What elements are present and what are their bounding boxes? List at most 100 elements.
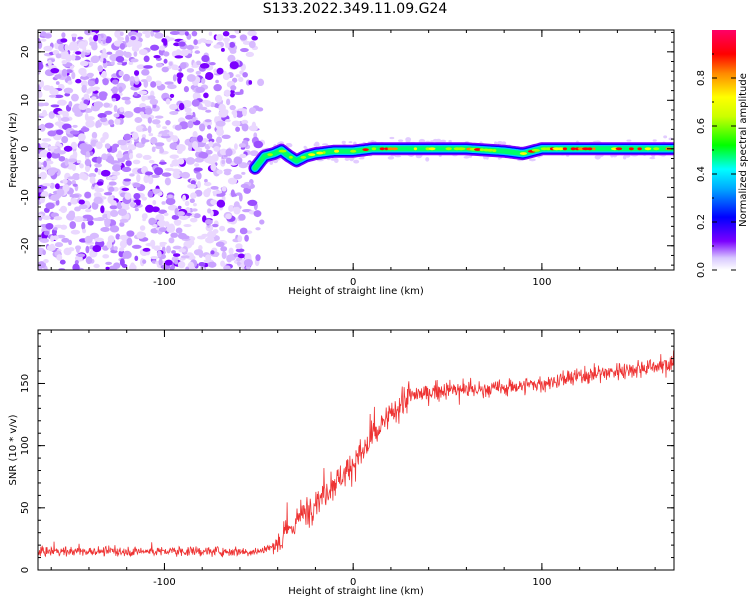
noise-blob — [170, 232, 179, 238]
noise-blob — [41, 190, 49, 198]
snr-ytick-label: 100 — [20, 436, 31, 455]
noise-blob — [199, 62, 210, 69]
noise-blob — [78, 199, 85, 205]
noise-blob — [123, 110, 134, 118]
noise-blob — [124, 192, 132, 200]
noise-blob — [204, 219, 213, 225]
noise-blob — [54, 74, 62, 79]
noise-blob — [43, 45, 53, 52]
noise-blob — [249, 150, 259, 157]
noise-blob — [216, 169, 223, 175]
noise-blob — [218, 103, 226, 112]
noise-blob — [50, 152, 61, 159]
noise-blob — [76, 160, 82, 164]
noise-blob — [121, 96, 131, 101]
noise-blob — [235, 126, 241, 132]
noise-blob — [238, 193, 243, 202]
noise-blob — [174, 124, 182, 131]
noise-blob — [253, 210, 262, 218]
noise-blob — [180, 255, 190, 259]
noise-blob — [198, 251, 204, 258]
noise-blob — [236, 30, 241, 34]
heatmap-xtick-label: -100 — [153, 277, 176, 288]
noise-blob — [60, 38, 68, 43]
noise-blob — [43, 230, 50, 236]
noise-blob — [70, 53, 76, 61]
noise-blob — [153, 167, 164, 176]
noise-blob — [163, 51, 170, 57]
noise-blob — [221, 251, 227, 260]
noise-blob — [186, 44, 195, 51]
signal-hotspot — [391, 147, 398, 151]
noise-blob — [218, 110, 229, 118]
snr-ytick-label: 0 — [20, 567, 31, 573]
snr-xtick-label: 0 — [350, 577, 356, 588]
noise-blob — [102, 58, 107, 64]
noise-blob — [159, 241, 168, 245]
track-halo — [314, 141, 320, 147]
noise-blob — [44, 122, 54, 129]
noise-blob — [122, 250, 132, 259]
noise-blob — [133, 51, 138, 57]
signal-hotspot — [278, 149, 287, 153]
noise-blob — [70, 229, 81, 235]
noise-blob — [68, 210, 76, 218]
track-halo — [501, 141, 507, 146]
heatmap-plot-area — [38, 30, 674, 270]
track-halo — [622, 155, 627, 160]
noise-blob — [176, 144, 186, 152]
track-halo — [649, 156, 656, 160]
noise-blob — [228, 247, 234, 255]
noise-blob — [121, 187, 130, 191]
noise-blob — [222, 31, 230, 37]
noise-blob — [113, 104, 118, 113]
noise-blob — [208, 141, 214, 147]
noise-blob — [113, 262, 121, 269]
noise-blob — [178, 248, 187, 253]
noise-blob — [94, 184, 99, 192]
noise-blob — [48, 94, 57, 98]
noise-blob — [75, 51, 82, 55]
noise-blob — [135, 153, 143, 159]
noise-blob — [81, 221, 86, 230]
noise-blob — [148, 133, 154, 137]
noise-blob — [93, 34, 99, 42]
noise-blob — [61, 32, 66, 38]
snr-xtick-label: 100 — [532, 577, 551, 588]
noise-blob — [159, 45, 166, 51]
noise-blob — [104, 143, 111, 149]
noise-blob — [154, 115, 164, 119]
noise-blob — [223, 265, 231, 270]
noise-blob — [167, 194, 173, 199]
noise-blob — [85, 119, 95, 128]
track-halo — [341, 140, 346, 144]
noise-blob — [60, 224, 68, 230]
signal-hotspot — [267, 153, 273, 157]
noise-blob — [115, 55, 125, 63]
noise-blob — [138, 90, 148, 95]
noise-blob — [243, 258, 253, 267]
noise-blob — [85, 49, 91, 53]
signal-hotspot — [456, 147, 466, 151]
noise-blob — [158, 161, 167, 165]
noise-blob — [141, 69, 150, 76]
noise-blob — [206, 230, 217, 238]
noise-blob — [123, 133, 132, 141]
noise-blob — [145, 204, 154, 213]
signal-hotspot — [592, 147, 596, 151]
noise-blob — [227, 227, 236, 234]
noise-blob — [162, 126, 167, 130]
noise-blob — [186, 74, 196, 82]
noise-blob — [172, 135, 179, 143]
noise-blob — [143, 79, 149, 88]
noise-blob — [130, 202, 136, 208]
noise-blob — [39, 31, 47, 37]
noise-blob — [215, 128, 224, 137]
snr-xlabel: Height of straight line (km) — [288, 586, 424, 597]
track-halo — [333, 158, 339, 163]
noise-blob — [64, 92, 71, 97]
noise-blob — [38, 102, 46, 107]
noise-blob — [165, 197, 176, 206]
noise-blob — [246, 230, 253, 234]
